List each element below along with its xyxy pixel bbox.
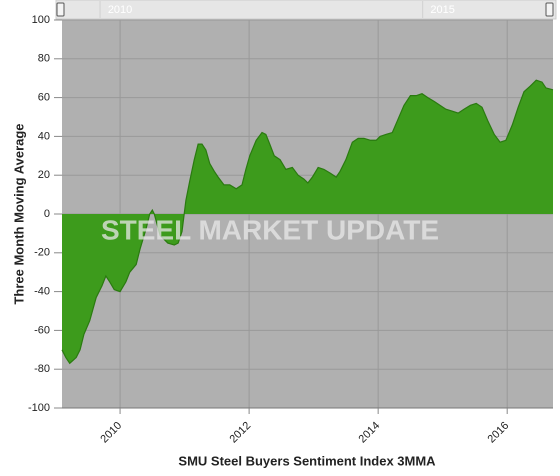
y-tick-label: -60 <box>34 324 50 336</box>
x-tick-label: 2016 <box>486 420 512 446</box>
y-tick-label: -100 <box>28 402 50 414</box>
navigator <box>55 0 557 20</box>
x-tick-label: 2010 <box>98 420 124 446</box>
x-tick-label: 2012 <box>227 420 253 446</box>
y-tick-label: 40 <box>38 130 50 142</box>
y-tick-label: 100 <box>32 14 50 26</box>
navigator-handle[interactable] <box>545 2 554 17</box>
area <box>62 80 553 364</box>
x-tick-label: 2014 <box>357 420 383 446</box>
x-axis-title: SMU Steel Buyers Sentiment Index 3MMA <box>178 453 436 468</box>
y-tick-label: -20 <box>34 247 50 259</box>
navigator-tick-label: 2010 <box>108 4 132 16</box>
y-tick-label: 60 <box>38 92 50 104</box>
navigator-tick-label: 2015 <box>430 4 454 16</box>
watermark: STEEL MARKET UPDATE <box>101 214 439 245</box>
navigator-handle[interactable] <box>56 2 65 17</box>
area-line <box>61 79 554 365</box>
y-axis-title: Three Month Moving Average <box>11 123 26 304</box>
y-tick-label: -80 <box>34 363 50 375</box>
y-tick-label: -40 <box>34 286 50 298</box>
y-tick-label: 0 <box>44 208 50 220</box>
y-tick-label: 80 <box>38 53 50 65</box>
y-tick-label: 20 <box>38 169 50 181</box>
